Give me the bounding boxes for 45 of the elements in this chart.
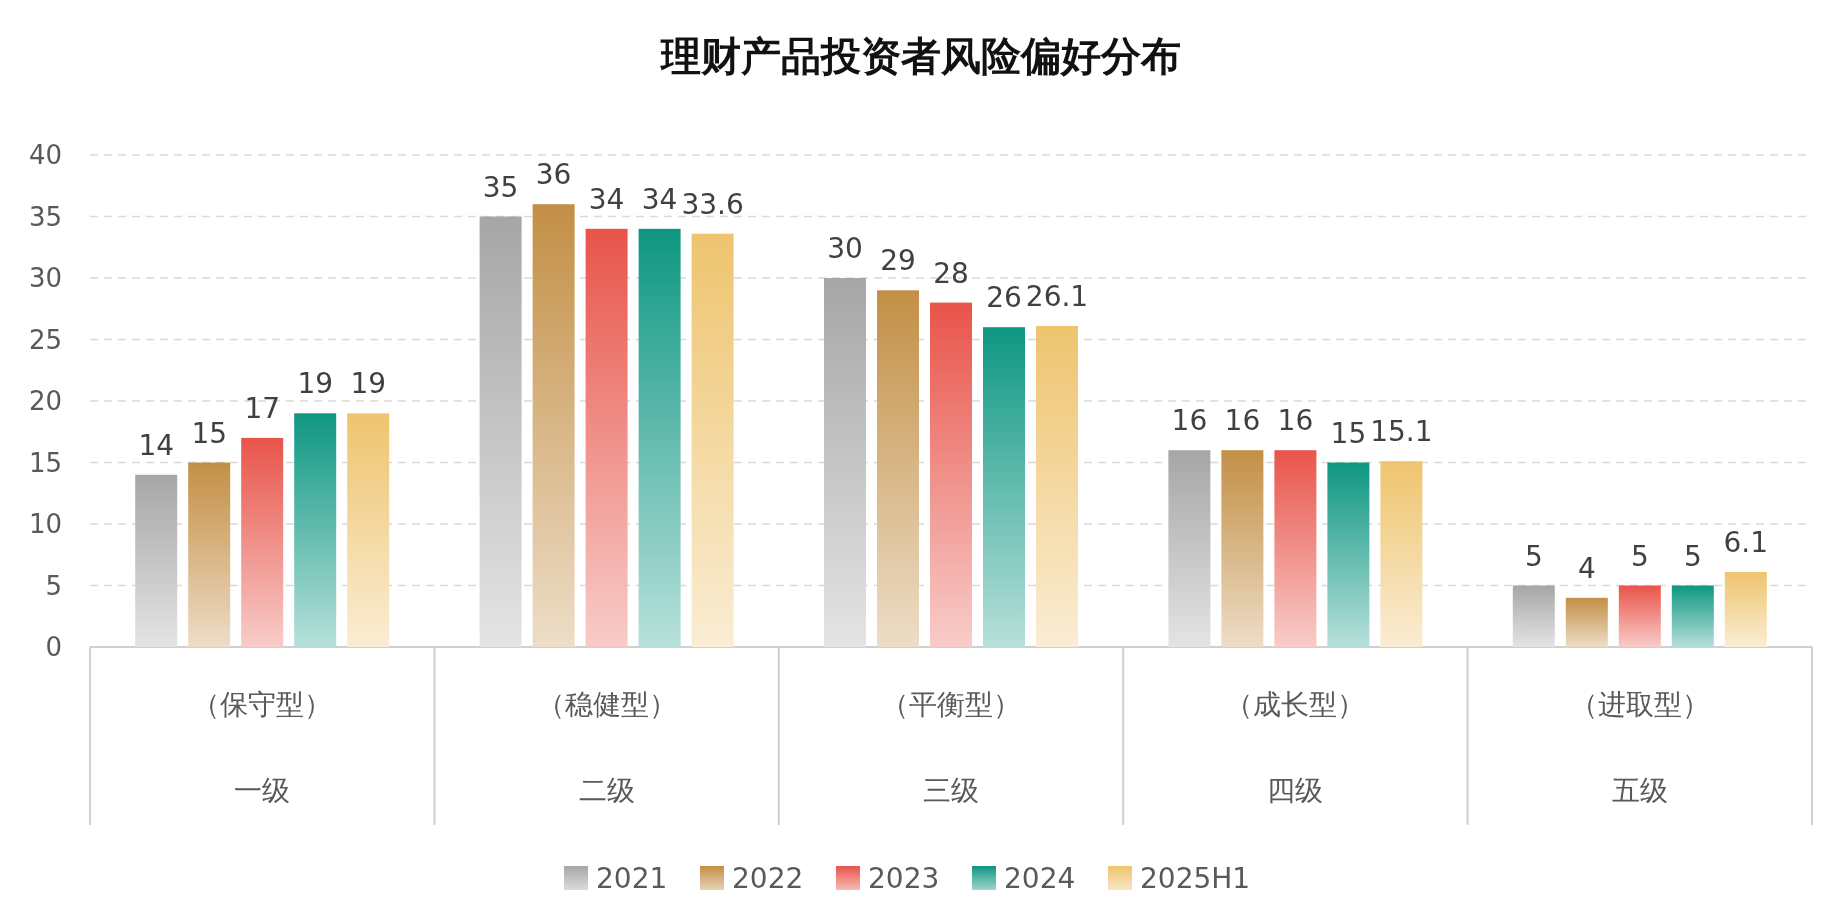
data-label: 6.1 xyxy=(1723,525,1769,559)
data-label: 30 xyxy=(827,232,863,265)
y-tick-label: 20 xyxy=(28,386,62,416)
category-label: （进取型）五级 xyxy=(1569,688,1710,807)
data-label: 28 xyxy=(933,256,969,290)
data-label: 26 xyxy=(986,281,1022,315)
data-label: 16 xyxy=(1277,404,1314,438)
chart-title: 理财产品投资者风险偏好分布 xyxy=(660,33,1181,79)
y-tick-label: 15 xyxy=(28,447,62,478)
y-tick-label: 10 xyxy=(28,509,62,539)
category-label: （成长型）四级 xyxy=(1225,688,1366,807)
legend-label: 2023 xyxy=(868,862,940,895)
legend-label: 2024 xyxy=(1004,862,1076,895)
y-tick-label: 35 xyxy=(28,201,62,232)
category-label: （稳健型）二级 xyxy=(536,688,677,807)
data-label: 17 xyxy=(244,391,281,425)
category-label: （平衡型）三级 xyxy=(881,688,1021,807)
data-label: 15 xyxy=(1330,416,1367,450)
data-label: 33.6 xyxy=(681,187,744,221)
data-label: 34 xyxy=(588,182,625,216)
legend-label: 2021 xyxy=(596,862,668,895)
data-label: 26.1 xyxy=(1025,279,1089,313)
data-label: 19 xyxy=(297,367,334,401)
data-label: 5 xyxy=(1524,539,1543,573)
legend-label: 2025H1 xyxy=(1140,862,1251,895)
data-label: 4 xyxy=(1577,551,1596,585)
legend-label: 2022 xyxy=(732,862,804,895)
data-label: 5 xyxy=(1630,539,1649,573)
data-label: 5 xyxy=(1683,539,1702,573)
data-label: 34 xyxy=(641,182,678,216)
category-label: （保守型）一级 xyxy=(192,688,333,807)
data-label: 29 xyxy=(880,244,916,278)
data-label: 36 xyxy=(535,158,572,192)
data-label: 35 xyxy=(482,170,519,204)
data-label: 15.1 xyxy=(1370,415,1433,449)
y-tick-label: 0 xyxy=(45,632,62,662)
y-tick-label: 40 xyxy=(28,140,62,170)
data-label: 19 xyxy=(350,367,387,401)
data-label: 14 xyxy=(138,428,175,462)
data-label: 16 xyxy=(1224,404,1261,438)
data-label: 15 xyxy=(191,416,228,450)
data-label: 16 xyxy=(1171,404,1208,438)
y-tick-label: 30 xyxy=(28,263,62,293)
y-tick-label: 25 xyxy=(28,324,62,355)
y-tick-label: 5 xyxy=(45,570,62,601)
